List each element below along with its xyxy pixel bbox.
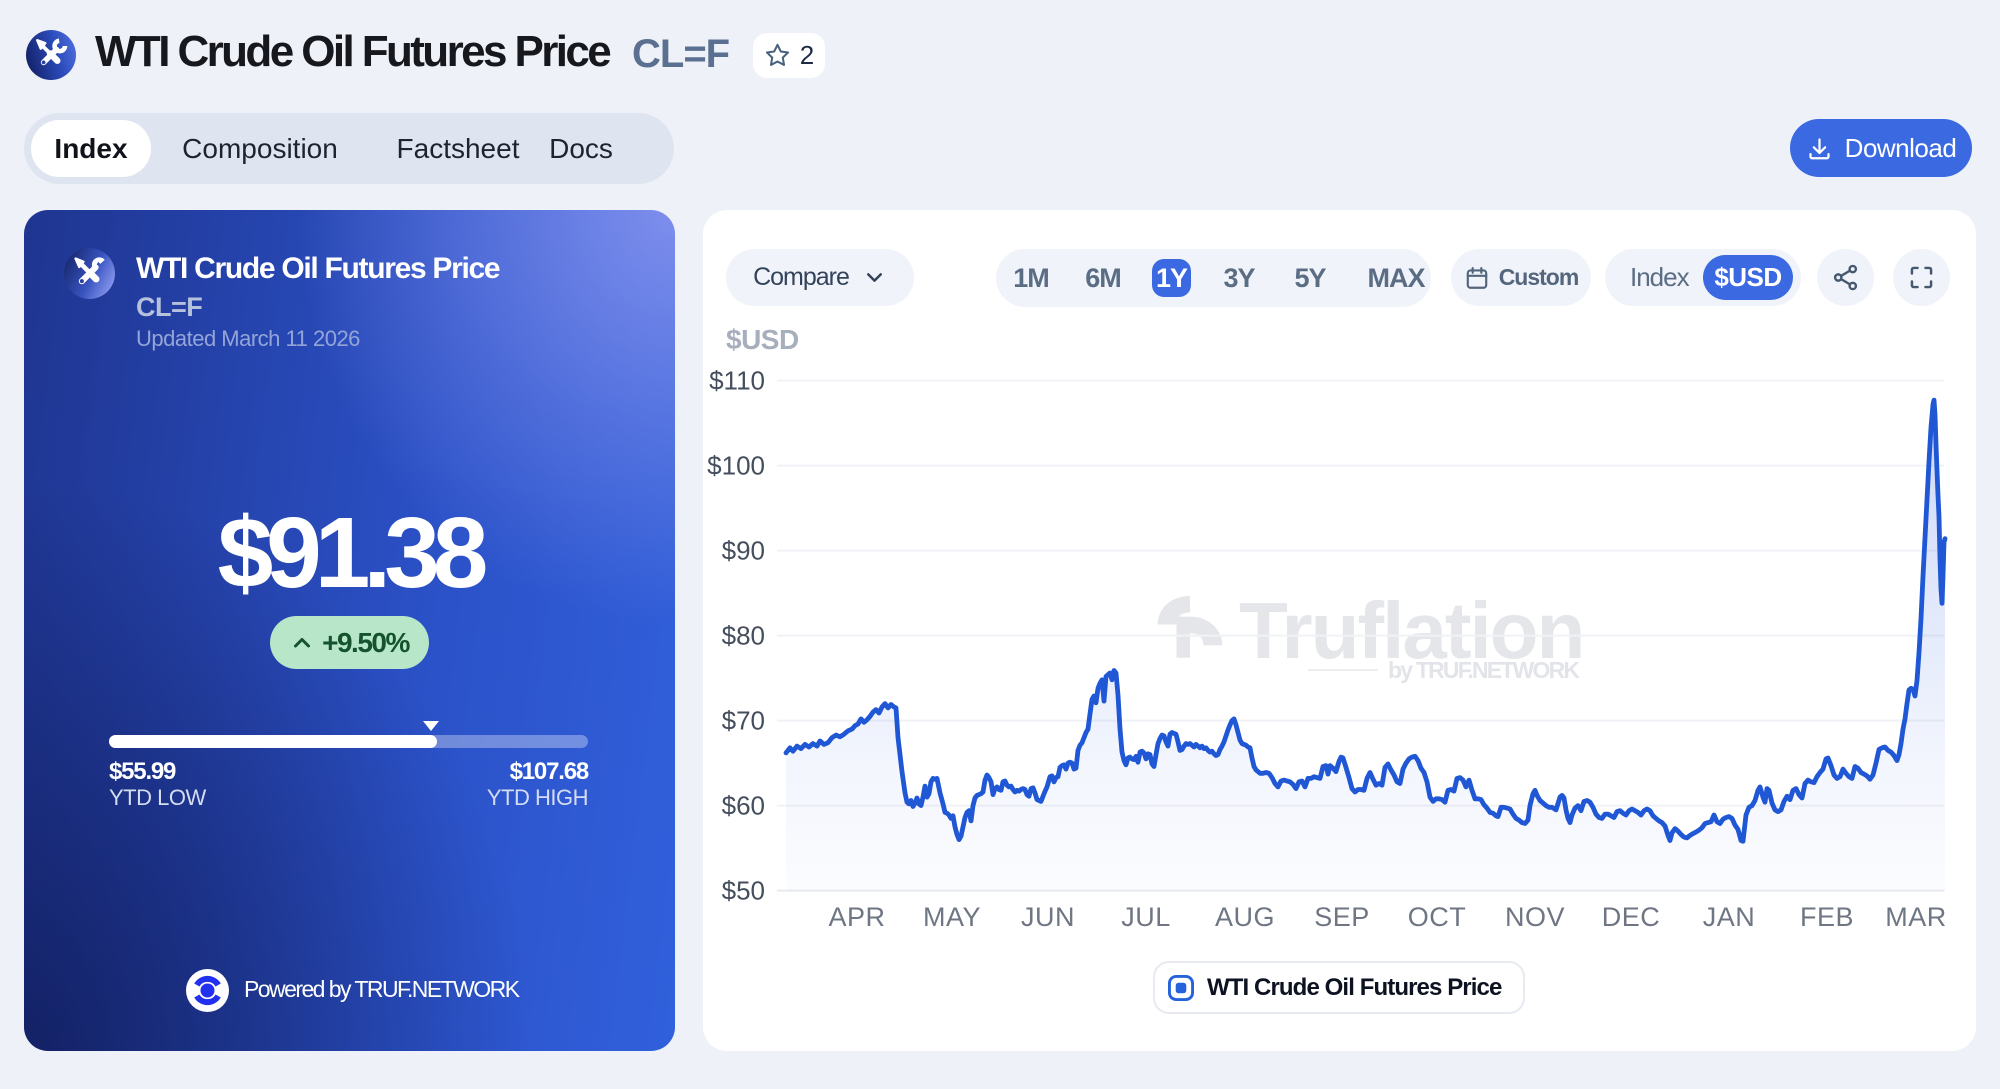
svg-text:NOV: NOV xyxy=(1505,902,1565,932)
svg-text:DEC: DEC xyxy=(1602,902,1661,932)
svg-text:$60: $60 xyxy=(722,791,765,821)
svg-text:MAY: MAY xyxy=(923,902,981,932)
svg-text:AUG: AUG xyxy=(1215,902,1275,932)
svg-text:$110: $110 xyxy=(709,366,765,396)
svg-text:OCT: OCT xyxy=(1408,902,1467,932)
svg-text:JAN: JAN xyxy=(1703,902,1756,932)
svg-text:$100: $100 xyxy=(707,451,765,481)
svg-text:$80: $80 xyxy=(722,621,765,651)
svg-text:APR: APR xyxy=(828,902,885,932)
svg-text:JUN: JUN xyxy=(1021,902,1075,932)
svg-text:JUL: JUL xyxy=(1121,902,1171,932)
svg-text:$50: $50 xyxy=(722,876,765,906)
svg-text:MAR: MAR xyxy=(1885,902,1947,932)
svg-text:$90: $90 xyxy=(722,536,765,566)
svg-text:SEP: SEP xyxy=(1314,902,1370,932)
svg-text:FEB: FEB xyxy=(1800,902,1854,932)
svg-text:$70: $70 xyxy=(722,706,765,736)
